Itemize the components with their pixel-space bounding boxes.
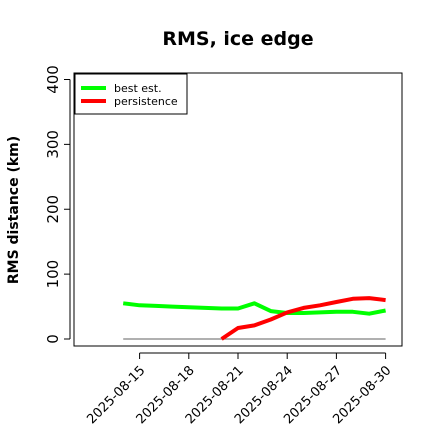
y-tick-label: 100 [44, 260, 62, 289]
chart-title: RMS, ice edge [162, 28, 313, 50]
plot-frame [73, 72, 403, 347]
legend-label-best-est: best est. [114, 82, 162, 95]
legend-box [74, 73, 188, 115]
y-axis: 0 100 200 300 400 [44, 65, 71, 344]
y-tick-label: 200 [44, 195, 62, 224]
line-persistence [220, 296, 386, 341]
y-tick-label: 0 [44, 334, 62, 344]
legend-label-persistence: persistence [114, 95, 178, 108]
x-axis: 2025-08-152025-08-182025-08-212025-08-24… [84, 352, 394, 427]
y-tick-label: 400 [44, 65, 62, 94]
legend: best est. persistence [74, 73, 188, 115]
y-axis-label: RMS distance (km) [6, 136, 22, 284]
line-best-est [122, 301, 386, 316]
y-tick-label: 300 [44, 130, 62, 159]
plot-lines [122, 296, 386, 341]
